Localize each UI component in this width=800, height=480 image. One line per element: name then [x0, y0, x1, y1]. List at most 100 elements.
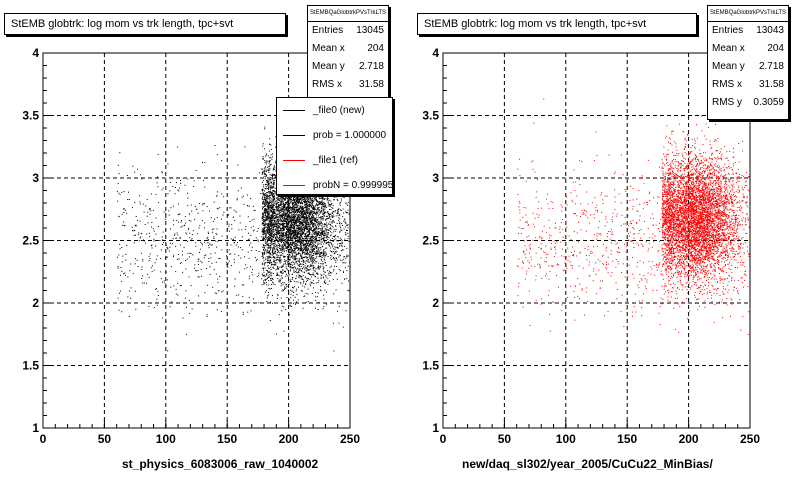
left-data-point: [287, 226, 289, 228]
left-data-point: [271, 215, 273, 217]
left-data-point: [265, 183, 267, 185]
left-data-point: [279, 204, 281, 206]
left-data-point: [311, 203, 313, 205]
left-data-point: [292, 257, 294, 259]
left-data-point: [286, 197, 288, 199]
left-data-point: [294, 227, 296, 229]
left-data-point: [308, 249, 310, 251]
left-data-point: [292, 201, 294, 203]
left-data-point: [264, 232, 266, 234]
left-data-point: [292, 261, 294, 263]
left-data-point: [272, 229, 274, 231]
left-data-point: [272, 226, 274, 228]
left-data-point: [287, 243, 289, 245]
left-data-point: [261, 227, 263, 229]
left-data-point: [274, 179, 276, 181]
left-data-point: [294, 212, 296, 214]
left-data-point: [309, 213, 311, 215]
left-data-point: [299, 240, 301, 242]
left-data-point: [266, 219, 268, 221]
left-data-point: [264, 230, 266, 232]
left-data-point: [263, 148, 265, 150]
left-x-tick-label: 0: [40, 432, 47, 446]
left-data-point: [327, 203, 329, 205]
left-data-point: [279, 248, 281, 250]
left-data-point: [280, 259, 282, 261]
left-data-point: [270, 227, 272, 229]
left-data-point: [270, 190, 272, 192]
left-data-point: [272, 252, 274, 254]
left-data-point: [285, 260, 287, 262]
left-data-point: [316, 204, 318, 206]
left-data-point: [268, 212, 270, 214]
left-data-point: [304, 217, 306, 219]
left-data-point: [261, 216, 263, 218]
left-data-point: [306, 249, 308, 251]
left-data-point: [273, 211, 275, 213]
left-data-point: [305, 216, 307, 218]
left-data-point: [286, 228, 288, 230]
left-data-point: [266, 290, 268, 292]
left-data-point: [272, 272, 274, 274]
left-data-point: [301, 208, 303, 210]
left-data-point: [275, 187, 277, 189]
left-data-point: [257, 228, 259, 229]
left-data-point: [283, 212, 285, 214]
left-data-point: [325, 254, 327, 256]
left-data-point: [302, 198, 304, 200]
left-data-point: [303, 201, 305, 203]
left-data-point: [335, 215, 337, 217]
left-data-point: [272, 190, 274, 192]
left-data-point: [295, 208, 297, 210]
left-data-point: [268, 243, 270, 245]
left-data-point: [264, 188, 266, 190]
left-data-point: [315, 217, 317, 219]
left-data-point: [291, 234, 293, 236]
left-data-point: [275, 221, 277, 223]
left-data-point: [271, 219, 273, 221]
left-y-tick-label: 2.5: [22, 234, 39, 248]
left-data-point: [323, 202, 325, 204]
left-data-point: [298, 210, 300, 212]
left-data-point: [269, 197, 271, 199]
left-data-point: [279, 199, 281, 201]
left-data-point: [288, 246, 290, 248]
left-data-point: [317, 292, 319, 294]
left-data-point: [310, 265, 312, 267]
left-data-point: [293, 266, 295, 268]
left-data-point: [265, 223, 267, 225]
left-data-point: [325, 225, 327, 227]
left-data-point: [266, 205, 268, 207]
left-data-point: [265, 241, 267, 243]
left-data-point: [263, 194, 265, 196]
left-data-point: [294, 236, 296, 238]
left-data-point: [264, 227, 266, 229]
left-data-point: [310, 199, 312, 201]
left-data-point: [273, 197, 275, 199]
left-data-point: [279, 244, 281, 246]
left-data-point: [330, 225, 332, 227]
left-data-point: [280, 278, 282, 280]
left-data-point: [311, 237, 313, 239]
left-data-point: [288, 249, 290, 251]
left-data-point: [293, 198, 295, 200]
left-data-point: [307, 280, 309, 282]
left-data-point: [338, 268, 340, 270]
left-data-point: [273, 230, 275, 232]
left-data-point: [292, 231, 294, 233]
left-data-point: [279, 252, 281, 254]
left-data-point: [317, 265, 319, 267]
left-data-point: [318, 233, 320, 235]
left-data-point: [272, 196, 274, 198]
left-data-point: [265, 281, 267, 283]
left-data-point: [312, 215, 314, 217]
left-data-point: [286, 195, 288, 197]
left-data-point: [294, 203, 296, 204]
left-data-point: [318, 202, 320, 204]
left-data-point: [285, 262, 287, 264]
left-data-point: [293, 213, 295, 215]
left-data-point: [311, 233, 313, 235]
left-data-point: [283, 222, 285, 224]
left-data-point: [273, 196, 275, 198]
left-data-point: [325, 276, 327, 278]
